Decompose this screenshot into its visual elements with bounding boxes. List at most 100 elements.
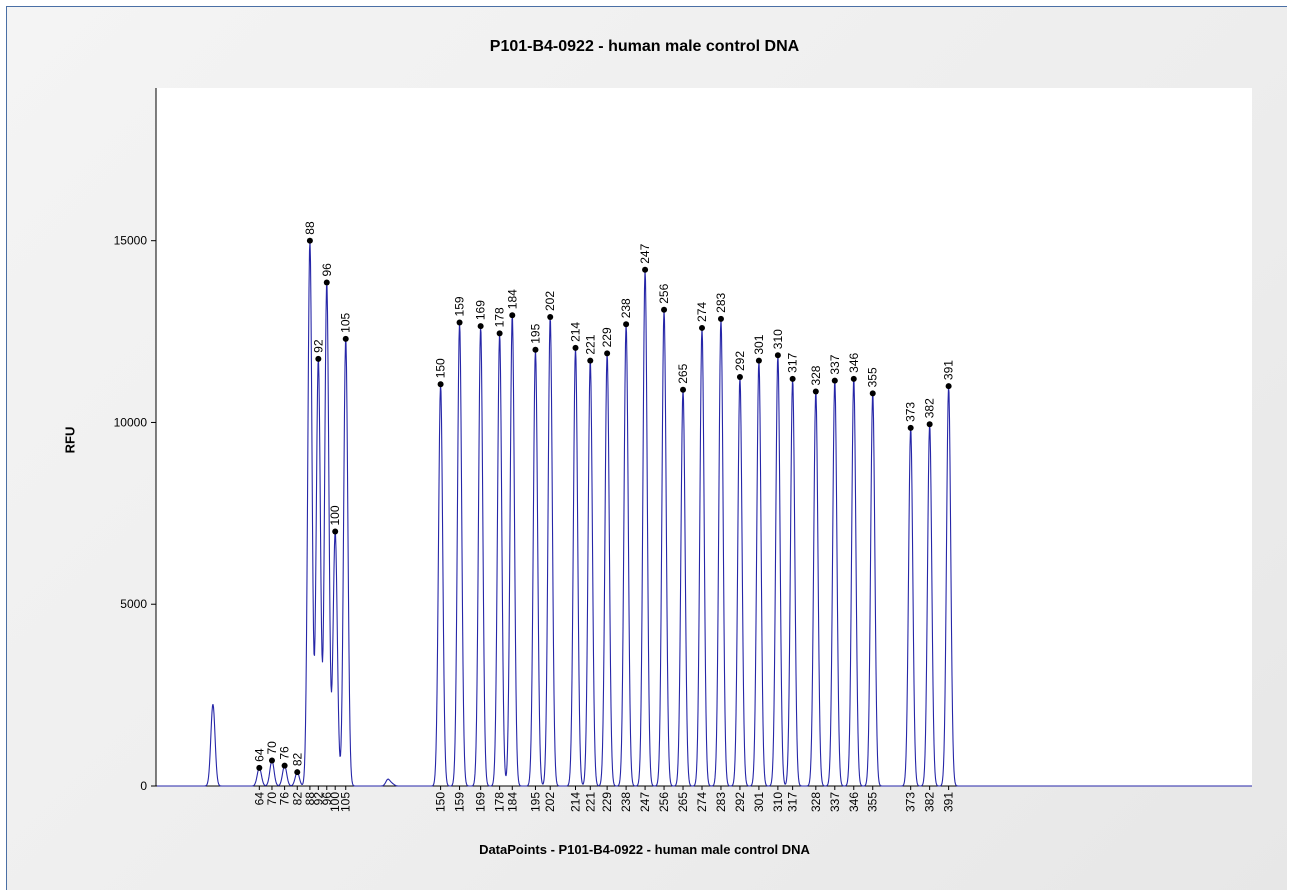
peak-marker xyxy=(907,424,914,431)
x-tick-label: 76 xyxy=(278,792,292,806)
peak-marker xyxy=(572,344,579,351)
peak-size-label: 292 xyxy=(733,351,747,371)
peak-marker xyxy=(323,279,330,286)
peak-marker xyxy=(342,335,349,342)
x-tick-label: 337 xyxy=(828,792,842,812)
x-tick-label: 310 xyxy=(771,792,785,812)
peak-marker xyxy=(306,237,313,244)
peak-marker xyxy=(680,386,687,393)
peak-marker xyxy=(281,762,288,769)
x-tick-label: 382 xyxy=(923,792,937,812)
peak-marker xyxy=(496,330,503,337)
peak-marker xyxy=(315,355,322,362)
peak-marker xyxy=(587,357,594,364)
x-tick-label: 70 xyxy=(265,792,279,806)
peak-marker xyxy=(547,314,554,321)
x-tick-label: 195 xyxy=(528,792,542,812)
x-tick-label: 214 xyxy=(569,792,583,812)
peak-size-label: 391 xyxy=(942,360,956,380)
peak-size-label: 238 xyxy=(619,298,633,318)
x-tick-label: 221 xyxy=(583,792,597,812)
peak-marker xyxy=(850,375,857,382)
peak-marker xyxy=(755,357,762,364)
peak-size-label: 195 xyxy=(528,323,542,343)
peak-size-label: 373 xyxy=(904,402,918,422)
x-tick-label: 373 xyxy=(904,792,918,812)
y-tick-label: 0 xyxy=(140,779,147,793)
peak-marker xyxy=(812,388,819,395)
x-tick-label: 301 xyxy=(752,792,766,812)
peak-marker xyxy=(256,764,263,771)
peak-size-label: 88 xyxy=(303,221,317,235)
peak-size-label: 184 xyxy=(505,289,519,309)
x-tick-label: 96 xyxy=(320,792,334,806)
y-tick-label: 15000 xyxy=(114,234,148,248)
peak-size-label: 247 xyxy=(638,243,652,263)
x-tick-label: 317 xyxy=(786,792,800,812)
x-tick-label: 256 xyxy=(657,792,671,812)
x-tick-label: 150 xyxy=(434,792,448,812)
peak-size-label: 64 xyxy=(252,748,266,762)
peak-size-label: 169 xyxy=(474,300,488,320)
peak-size-label: 337 xyxy=(828,354,842,374)
x-tick-label: 274 xyxy=(695,792,709,812)
peak-size-label: 328 xyxy=(809,365,823,385)
x-tick-label: 178 xyxy=(493,792,507,812)
peak-size-label: 274 xyxy=(695,302,709,322)
peak-size-label: 355 xyxy=(866,367,880,387)
x-tick-label: 346 xyxy=(847,792,861,812)
peak-marker xyxy=(437,381,444,388)
chart-title: P101-B4-0922 - human male control DNA xyxy=(489,38,800,55)
x-tick-label: 100 xyxy=(328,792,342,812)
x-tick-label: 92 xyxy=(311,792,325,806)
x-tick-label: 247 xyxy=(638,792,652,812)
peak-marker xyxy=(509,312,516,319)
peak-marker xyxy=(532,346,539,353)
peak-size-label: 70 xyxy=(265,741,279,755)
peak-marker xyxy=(268,757,275,764)
peak-marker xyxy=(831,377,838,384)
y-tick-label: 5000 xyxy=(120,597,147,611)
peak-size-label: 76 xyxy=(278,746,292,760)
peak-size-label: 82 xyxy=(290,753,304,767)
peak-marker xyxy=(332,528,339,535)
peak-marker xyxy=(926,421,933,428)
x-tick-label: 105 xyxy=(339,792,353,812)
x-tick-label: 283 xyxy=(714,792,728,812)
peak-size-label: 221 xyxy=(583,334,597,354)
peak-size-label: 283 xyxy=(714,293,728,313)
peak-marker xyxy=(698,324,705,331)
electropherogram-trace xyxy=(157,241,1252,787)
peak-size-label: 214 xyxy=(569,322,583,342)
peak-marker xyxy=(456,319,463,326)
peak-marker xyxy=(945,383,952,390)
y-tick-label: 10000 xyxy=(114,415,148,429)
peak-marker xyxy=(869,390,876,397)
peak-marker xyxy=(789,375,796,382)
x-axis-label: DataPoints - P101-B4-0922 - human male c… xyxy=(479,842,810,857)
peak-marker xyxy=(294,769,301,776)
peak-size-label: 178 xyxy=(493,307,507,327)
x-tick-label: 202 xyxy=(543,792,557,812)
peak-size-label: 96 xyxy=(320,263,334,277)
peak-size-label: 92 xyxy=(311,339,325,353)
peak-marker xyxy=(717,315,724,322)
x-tick-label: 159 xyxy=(453,792,467,812)
x-tick-label: 229 xyxy=(600,792,614,812)
peak-size-label: 310 xyxy=(771,329,785,349)
peak-marker xyxy=(736,374,743,381)
x-tick-label: 82 xyxy=(290,792,304,806)
peak-size-label: 100 xyxy=(328,505,342,525)
peak-marker xyxy=(774,352,781,359)
peak-marker xyxy=(642,266,649,273)
x-tick-label: 169 xyxy=(474,792,488,812)
peak-size-label: 346 xyxy=(847,352,861,372)
peak-size-label: 159 xyxy=(453,296,467,316)
peak-size-label: 301 xyxy=(752,334,766,354)
peak-marker xyxy=(477,323,484,330)
peak-size-label: 382 xyxy=(923,398,937,418)
peak-size-label: 150 xyxy=(434,358,448,378)
peak-size-label: 265 xyxy=(676,363,690,383)
x-tick-label: 184 xyxy=(505,792,519,812)
